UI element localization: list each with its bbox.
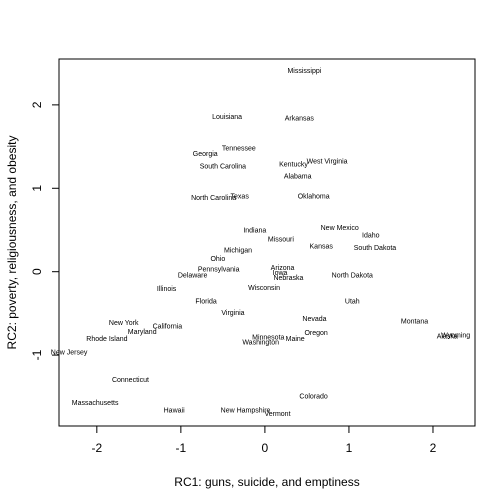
state-point-label: South Dakota [354,245,397,252]
state-point-label: Utah [345,298,360,305]
state-point-label: Minnesota [252,334,284,341]
state-point-label: Arkansas [285,116,315,123]
state-point-label: New Jersey [51,349,88,356]
state-point-label: Mississippi [287,68,321,75]
state-point-label: Vermont [264,411,290,418]
state-point-label: Oklahoma [298,193,330,200]
state-point-label: Virginia [221,310,244,317]
x-tick-label: -2 [91,441,102,455]
state-point-label: Georgia [193,151,218,158]
y-tick-label: -1 [30,349,44,360]
state-point-label: Delaware [178,273,208,280]
state-point-label: Idaho [362,232,380,239]
y-axis: -1 0 1 2 [30,101,60,360]
state-point-label: Maryland [128,329,157,336]
state-point-label: Illinois [157,286,177,293]
state-point-label: New Hampshire [221,408,271,415]
x-tick-label: 1 [346,441,353,455]
state-point-label: Indiana [243,227,266,234]
state-point-label: Missouri [268,237,295,244]
state-point-label: North Dakota [332,273,373,280]
state-point-label: Rhode Island [86,336,127,343]
y-axis-title: RC2: poverty, religiousness, and obesity [5,136,19,350]
state-point-label: South Carolina [200,163,246,170]
state-point-label: Hawaii [164,408,185,415]
state-point-label: Connecticut [112,377,149,384]
state-point-label: California [153,323,183,330]
state-point-label: Oregon [304,330,327,337]
state-point-label: Kansas [310,243,334,250]
state-point-label: Michigan [224,248,252,255]
state-point-label: Maine [286,336,305,343]
x-tick-label: 0 [262,441,269,455]
state-point-label: Wyoming [441,333,470,340]
state-point-label: North Carolina [191,195,236,202]
state-point-label: Massachusetts [72,400,119,407]
state-point-label: West Virginia [307,158,348,165]
state-point-label: Arizona [271,265,295,272]
x-tick-label: -1 [176,441,187,455]
state-point-label: Alaska [437,333,458,340]
state-point-label: New York [109,320,139,327]
state-point-label: Pennsylvania [198,267,240,274]
state-point-label: Nebraska [273,275,303,282]
state-labels: Mississippi Louisiana Arkansas Tennessee Geo… [51,68,471,418]
state-point-label: Alabama [284,173,312,180]
y-tick-label: 2 [30,101,44,108]
state-point-label: Washington [242,339,279,346]
state-point-label: Louisiana [212,114,242,121]
state-point-label: Ohio [210,256,225,263]
x-axis-title: RC1: guns, suicide, and emptiness [174,475,359,489]
state-point-label: New Mexico [321,225,359,232]
state-point-label: Florida [195,298,217,305]
state-point-label: Montana [401,318,428,325]
state-point-label: Iowa [273,270,288,277]
state-point-label: Kentucky [279,162,308,169]
state-point-label: Nevada [302,316,326,323]
x-axis: -2 -1 0 1 2 [91,425,437,455]
x-tick-label: 2 [430,441,437,455]
state-point-label: Colorado [299,393,328,400]
state-point-label: Wisconsin [248,285,280,292]
state-point-label: Texas [231,193,250,200]
y-tick-label: 1 [30,185,44,192]
y-tick-label: 0 [30,268,44,275]
state-point-label: Tennessee [222,146,256,153]
